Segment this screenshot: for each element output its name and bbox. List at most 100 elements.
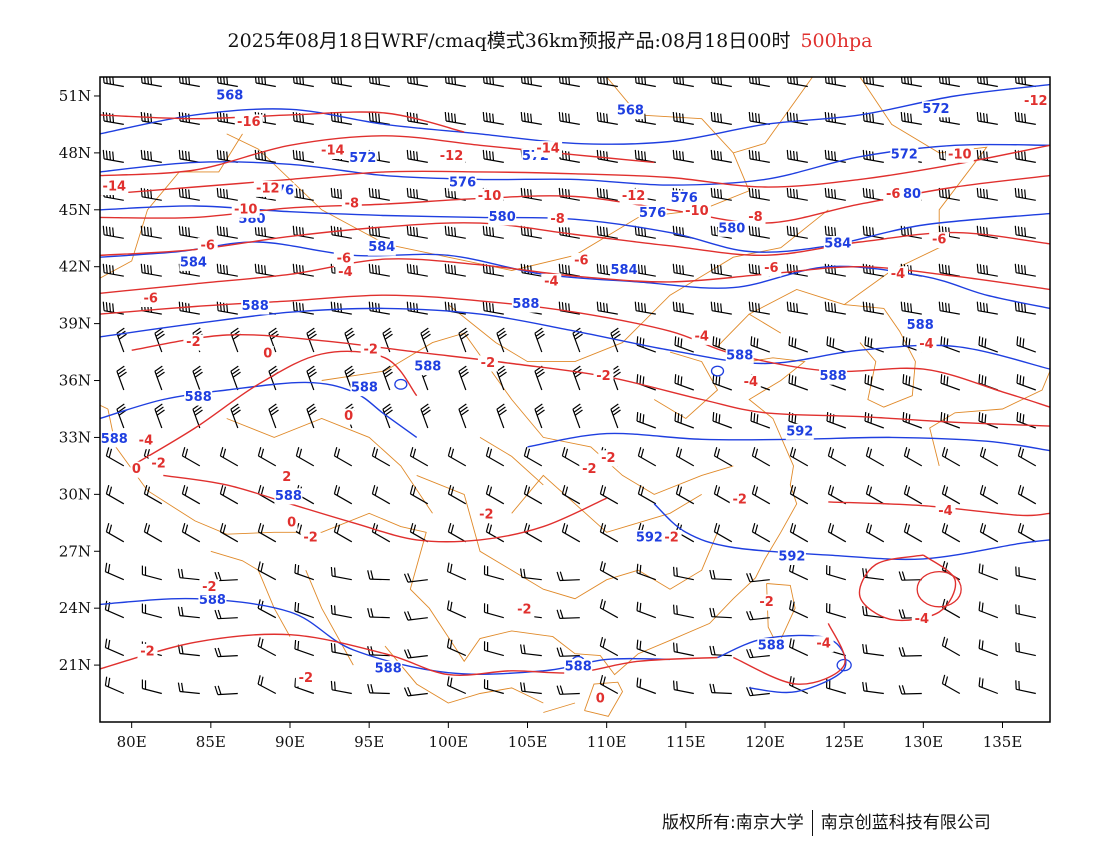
wind-barb bbox=[979, 447, 999, 467]
x-tick-label: 85E bbox=[196, 733, 226, 751]
wind-barb bbox=[824, 263, 846, 277]
temperature-label: -10 bbox=[234, 202, 258, 217]
wind-barb bbox=[230, 365, 241, 391]
wind-barb bbox=[786, 149, 808, 163]
wind-barb bbox=[520, 682, 542, 695]
wind-barb bbox=[330, 642, 352, 657]
wind-barb bbox=[824, 149, 846, 163]
wind-barb bbox=[827, 522, 847, 543]
wind-barb bbox=[634, 225, 656, 239]
wind-barb bbox=[709, 683, 732, 695]
wind-barb bbox=[979, 522, 999, 543]
geopotential-label: 588 bbox=[101, 432, 128, 447]
wind-barb bbox=[596, 225, 618, 239]
geopotential-label: 592 bbox=[636, 531, 663, 546]
geopotential-label: 584 bbox=[824, 236, 851, 251]
wind-barb bbox=[409, 484, 429, 505]
wind-barb bbox=[941, 636, 961, 657]
temperature-label: -2 bbox=[732, 493, 746, 508]
wind-barb bbox=[371, 484, 391, 505]
wind-barb bbox=[1015, 566, 1036, 581]
wind-barb bbox=[444, 263, 466, 277]
contour-labels: 5685685725725725725765765765805805805805… bbox=[100, 88, 1050, 708]
wind-barb bbox=[634, 301, 656, 315]
wind-barb bbox=[447, 484, 467, 505]
wind-barb bbox=[637, 484, 657, 505]
wind-barb bbox=[330, 604, 352, 619]
wind-barb bbox=[141, 565, 162, 581]
wind-barb bbox=[824, 111, 846, 125]
temperature-label: 0 bbox=[596, 692, 605, 707]
wind-barb bbox=[556, 647, 580, 657]
wind-barb bbox=[368, 187, 390, 201]
closed-contour bbox=[394, 378, 408, 390]
wind-barb bbox=[483, 641, 504, 657]
temperature-label: -10 bbox=[685, 204, 709, 219]
wind-barb bbox=[294, 564, 315, 581]
wind-barb bbox=[746, 610, 770, 621]
wind-barb bbox=[458, 365, 469, 391]
boundary-line bbox=[384, 645, 544, 704]
wind-barb bbox=[406, 77, 428, 88]
wind-barb bbox=[674, 374, 695, 391]
wind-barb bbox=[140, 149, 162, 163]
y-tick-label: 27N bbox=[59, 542, 91, 560]
wind-barb bbox=[941, 484, 961, 505]
wind-barb bbox=[306, 403, 317, 429]
temperature-label: -12 bbox=[440, 149, 464, 164]
wind-barb bbox=[483, 565, 504, 581]
wind-barb bbox=[483, 679, 504, 695]
temperature-label: -4 bbox=[338, 265, 352, 280]
wind-barb bbox=[824, 187, 846, 201]
temperature-label: -4 bbox=[891, 267, 905, 282]
wind-barb bbox=[371, 522, 391, 543]
geopotential-label: 588 bbox=[907, 318, 934, 333]
wind-barb bbox=[482, 225, 504, 239]
wind-barb bbox=[102, 149, 124, 163]
wind-barb bbox=[786, 77, 808, 88]
wind-barb bbox=[446, 638, 467, 657]
y-tick-label: 33N bbox=[59, 428, 91, 446]
wind-barb bbox=[178, 149, 200, 163]
geopotential-label: 592 bbox=[786, 424, 813, 439]
wind-barb bbox=[674, 336, 695, 353]
wind-barb bbox=[219, 484, 239, 505]
geopotential-label: 580 bbox=[718, 221, 745, 236]
wind-barb bbox=[900, 77, 922, 88]
wind-barb bbox=[140, 225, 162, 239]
wind-barb bbox=[496, 365, 507, 391]
wind-barb bbox=[104, 676, 125, 695]
temperature-label: -6 bbox=[143, 292, 157, 307]
wind-barb bbox=[143, 484, 163, 505]
wind-barb bbox=[865, 447, 885, 467]
geopotential-label: 588 bbox=[185, 390, 212, 405]
wind-barb bbox=[105, 484, 125, 505]
wind-barb bbox=[154, 403, 165, 429]
wind-barb bbox=[178, 301, 200, 315]
wind-barb bbox=[1015, 642, 1036, 657]
boundary-line bbox=[100, 133, 243, 410]
temperature-label: -2 bbox=[202, 580, 216, 595]
wind-barb bbox=[599, 522, 619, 543]
geopotential-label: 588 bbox=[726, 348, 753, 363]
wind-barb bbox=[710, 187, 732, 201]
closed-contour bbox=[710, 365, 725, 377]
wind-barb bbox=[826, 603, 846, 619]
wind-barb bbox=[556, 685, 580, 695]
wind-barb bbox=[599, 599, 619, 619]
geopotential-label: 588 bbox=[242, 299, 269, 314]
boundary-line bbox=[226, 133, 750, 271]
wind-barb bbox=[116, 327, 127, 353]
wind-barb bbox=[523, 522, 543, 543]
wind-barb bbox=[558, 225, 580, 239]
boundary-line bbox=[584, 681, 624, 717]
geopotential-contour-line bbox=[100, 143, 1050, 186]
wind-barb bbox=[865, 484, 885, 505]
x-tick-label: 80E bbox=[117, 733, 147, 751]
wind-barb bbox=[978, 563, 999, 581]
wind-barb bbox=[306, 327, 317, 353]
wind-barb bbox=[710, 111, 732, 125]
temperature-label: -2 bbox=[151, 457, 165, 472]
y-tick-label: 51N bbox=[59, 87, 91, 105]
wind-barb bbox=[824, 77, 846, 88]
